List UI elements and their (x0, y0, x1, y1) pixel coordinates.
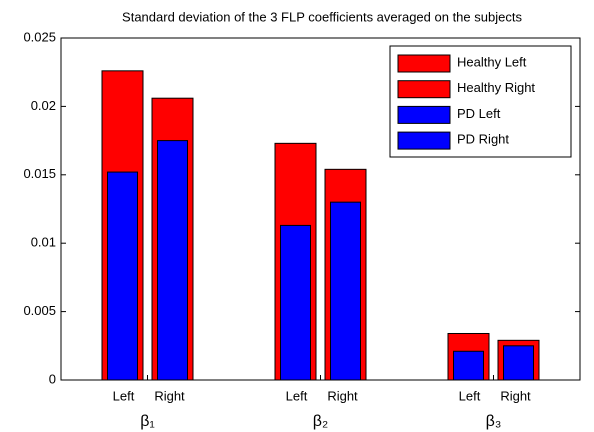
bar (453, 350, 484, 381)
y-tick-label: 0.015 (23, 166, 56, 181)
x-tick-label: Left (113, 388, 135, 403)
legend-label: PD Left (457, 106, 501, 121)
chart-title: Standard deviation of the 3 FLP coeffici… (122, 9, 522, 24)
y-tick-label: 0.01 (31, 235, 56, 250)
bar (107, 171, 138, 381)
y-tick-label: 0 (49, 371, 56, 386)
bar (503, 345, 534, 381)
y-tick-label: 0.02 (31, 98, 56, 113)
group-label: β₂ (313, 413, 328, 430)
legend-swatch (397, 54, 451, 73)
bar (330, 201, 361, 381)
group-label: β₃ (486, 413, 502, 430)
x-tick-label: Right (500, 388, 531, 403)
y-tick-label: 0.025 (23, 29, 56, 44)
y-tick-label: 0.005 (23, 303, 56, 318)
bar (280, 224, 311, 381)
legend-swatch (397, 105, 451, 124)
legend-swatch (397, 80, 451, 99)
x-tick-label: Right (154, 388, 185, 403)
legend-label: Healthy Right (457, 80, 535, 95)
group-label: β₁ (140, 413, 155, 430)
x-tick-label: Left (286, 388, 308, 403)
x-tick-label: Left (459, 388, 481, 403)
legend-swatch (397, 131, 451, 150)
legend-label: PD Right (457, 132, 509, 147)
bar (157, 140, 188, 381)
x-tick-label: Right (327, 388, 358, 403)
legend-label: Healthy Left (457, 54, 527, 69)
